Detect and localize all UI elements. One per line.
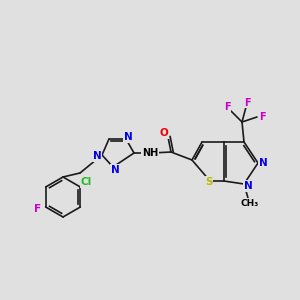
Text: N: N	[93, 151, 101, 161]
Text: N: N	[111, 165, 119, 175]
Text: F: F	[244, 98, 250, 108]
Text: F: F	[224, 102, 230, 112]
Text: O: O	[160, 128, 168, 138]
Text: N: N	[244, 181, 252, 191]
Text: F: F	[34, 204, 41, 214]
Text: F: F	[259, 112, 265, 122]
Text: Cl: Cl	[81, 177, 92, 187]
Text: S: S	[205, 177, 213, 187]
Text: CH₃: CH₃	[241, 199, 259, 208]
Text: NH: NH	[142, 148, 158, 158]
Text: N: N	[124, 132, 132, 142]
Text: N: N	[259, 158, 267, 168]
